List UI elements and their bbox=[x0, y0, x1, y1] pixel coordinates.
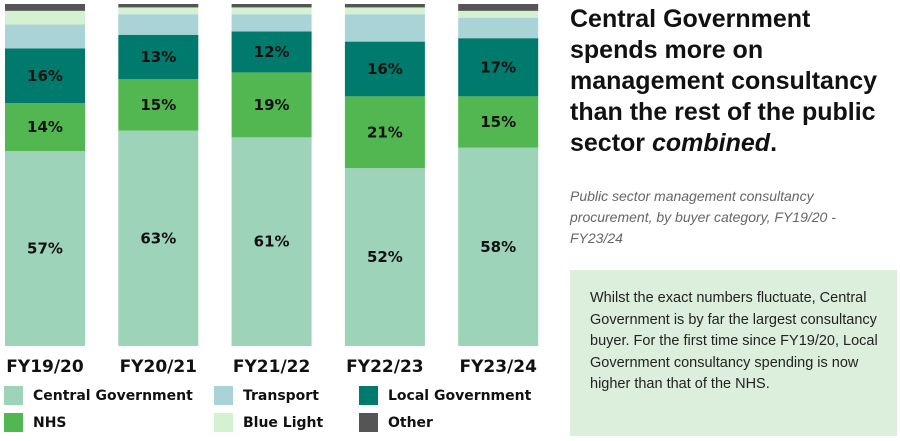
bar-segment-local-government bbox=[458, 38, 539, 97]
x-tick-label: FY22/23 bbox=[346, 357, 423, 377]
legend-label: Blue Light bbox=[243, 414, 324, 431]
x-tick-label: FY19/20 bbox=[6, 357, 84, 377]
note-text: Whilst the exact numbers fluctuate, Cent… bbox=[590, 290, 878, 392]
bar-segment-other bbox=[231, 4, 312, 8]
chart-subtitle: Public sector management consultancy pro… bbox=[570, 188, 836, 246]
value-label: 17% bbox=[480, 58, 516, 76]
value-label: 13% bbox=[140, 48, 176, 66]
bar-segment-blue-light bbox=[231, 7, 312, 15]
bar-segment-local-government bbox=[118, 34, 199, 80]
value-label: 19% bbox=[254, 96, 290, 114]
value-label: 63% bbox=[140, 229, 176, 247]
legend-label: Local Government bbox=[388, 387, 532, 404]
bar-segment-blue-light bbox=[118, 7, 199, 15]
bar-segment-other bbox=[5, 4, 85, 11]
title-emphasis: combined bbox=[651, 129, 771, 157]
value-label: 12% bbox=[254, 43, 290, 61]
value-label: 52% bbox=[367, 248, 403, 266]
x-tick-label: FY23/24 bbox=[459, 357, 537, 377]
bar-segment-nhs bbox=[231, 72, 312, 138]
bar-segment-nhs bbox=[118, 79, 199, 131]
bar-segment-blue-light bbox=[5, 10, 85, 25]
page-title: Central Government spends more on manage… bbox=[570, 4, 890, 159]
value-label: 16% bbox=[367, 60, 403, 78]
value-label: 16% bbox=[27, 67, 63, 85]
bar-segment-local-government bbox=[231, 31, 312, 73]
legend-swatch bbox=[359, 386, 378, 405]
value-label: 58% bbox=[480, 238, 516, 256]
legend-swatch bbox=[4, 386, 23, 405]
bar-segment-blue-light bbox=[344, 7, 425, 15]
value-label: 14% bbox=[27, 118, 63, 136]
bar-segment-transport bbox=[118, 14, 199, 35]
legend-label: Transport bbox=[243, 387, 319, 404]
x-tick-label: FY20/21 bbox=[120, 357, 197, 377]
legend-item: Other bbox=[359, 413, 433, 432]
legend-label: NHS bbox=[33, 414, 67, 431]
bar-segment-other bbox=[458, 4, 539, 11]
legend-swatch bbox=[214, 413, 233, 432]
legend-swatch bbox=[214, 386, 233, 405]
bar-segment-transport bbox=[231, 14, 312, 32]
legend-item: Local Government bbox=[359, 386, 531, 405]
bar-segment-transport bbox=[344, 14, 425, 42]
bar-segment-nhs bbox=[5, 103, 85, 152]
legend-item: Central Government bbox=[4, 386, 193, 405]
note-box: Whilst the exact numbers fluctuate, Cent… bbox=[570, 270, 897, 436]
bar-segment-local-government bbox=[5, 48, 85, 104]
legend-item: Transport bbox=[214, 386, 319, 405]
value-label: 21% bbox=[367, 123, 403, 141]
bar-segment-central-government bbox=[458, 147, 539, 346]
bar-segment-nhs bbox=[344, 96, 425, 169]
legend-label: Other bbox=[388, 414, 433, 431]
value-label: 61% bbox=[254, 233, 290, 251]
bar-segment-central-government bbox=[231, 137, 312, 346]
legend-swatch bbox=[4, 413, 23, 432]
bar-segment-transport bbox=[458, 17, 539, 39]
bar-segment-blue-light bbox=[458, 10, 539, 18]
bar-segment-other bbox=[118, 4, 199, 8]
stacked-bar-chart: 57% 14% 16% FY19/20 63% 15% 13% FY20/21 61% 19% 12… bbox=[5, 4, 539, 377]
chart-legend: Central Government Transport Local Governm… bbox=[4, 386, 554, 438]
bar-segment-other bbox=[344, 4, 425, 8]
legend-swatch bbox=[359, 413, 378, 432]
title-text: Central Government spends more on manage… bbox=[570, 5, 878, 157]
title-end: . bbox=[770, 129, 778, 157]
bar-segment-transport bbox=[5, 24, 85, 49]
bar-segment-central-government bbox=[5, 151, 85, 346]
bar-segment-central-government bbox=[118, 130, 199, 346]
x-tick-label: FY21/22 bbox=[233, 357, 310, 377]
value-label: 15% bbox=[140, 96, 176, 114]
bar-segment-central-government bbox=[344, 168, 425, 346]
bar-segment-nhs bbox=[458, 96, 539, 148]
legend-item: NHS bbox=[4, 413, 67, 432]
value-label: 57% bbox=[27, 240, 63, 258]
legend-label: Central Government bbox=[33, 387, 193, 404]
legend-item: Blue Light bbox=[214, 413, 323, 432]
bar-segment-local-government bbox=[344, 41, 425, 97]
value-label: 15% bbox=[480, 113, 516, 131]
